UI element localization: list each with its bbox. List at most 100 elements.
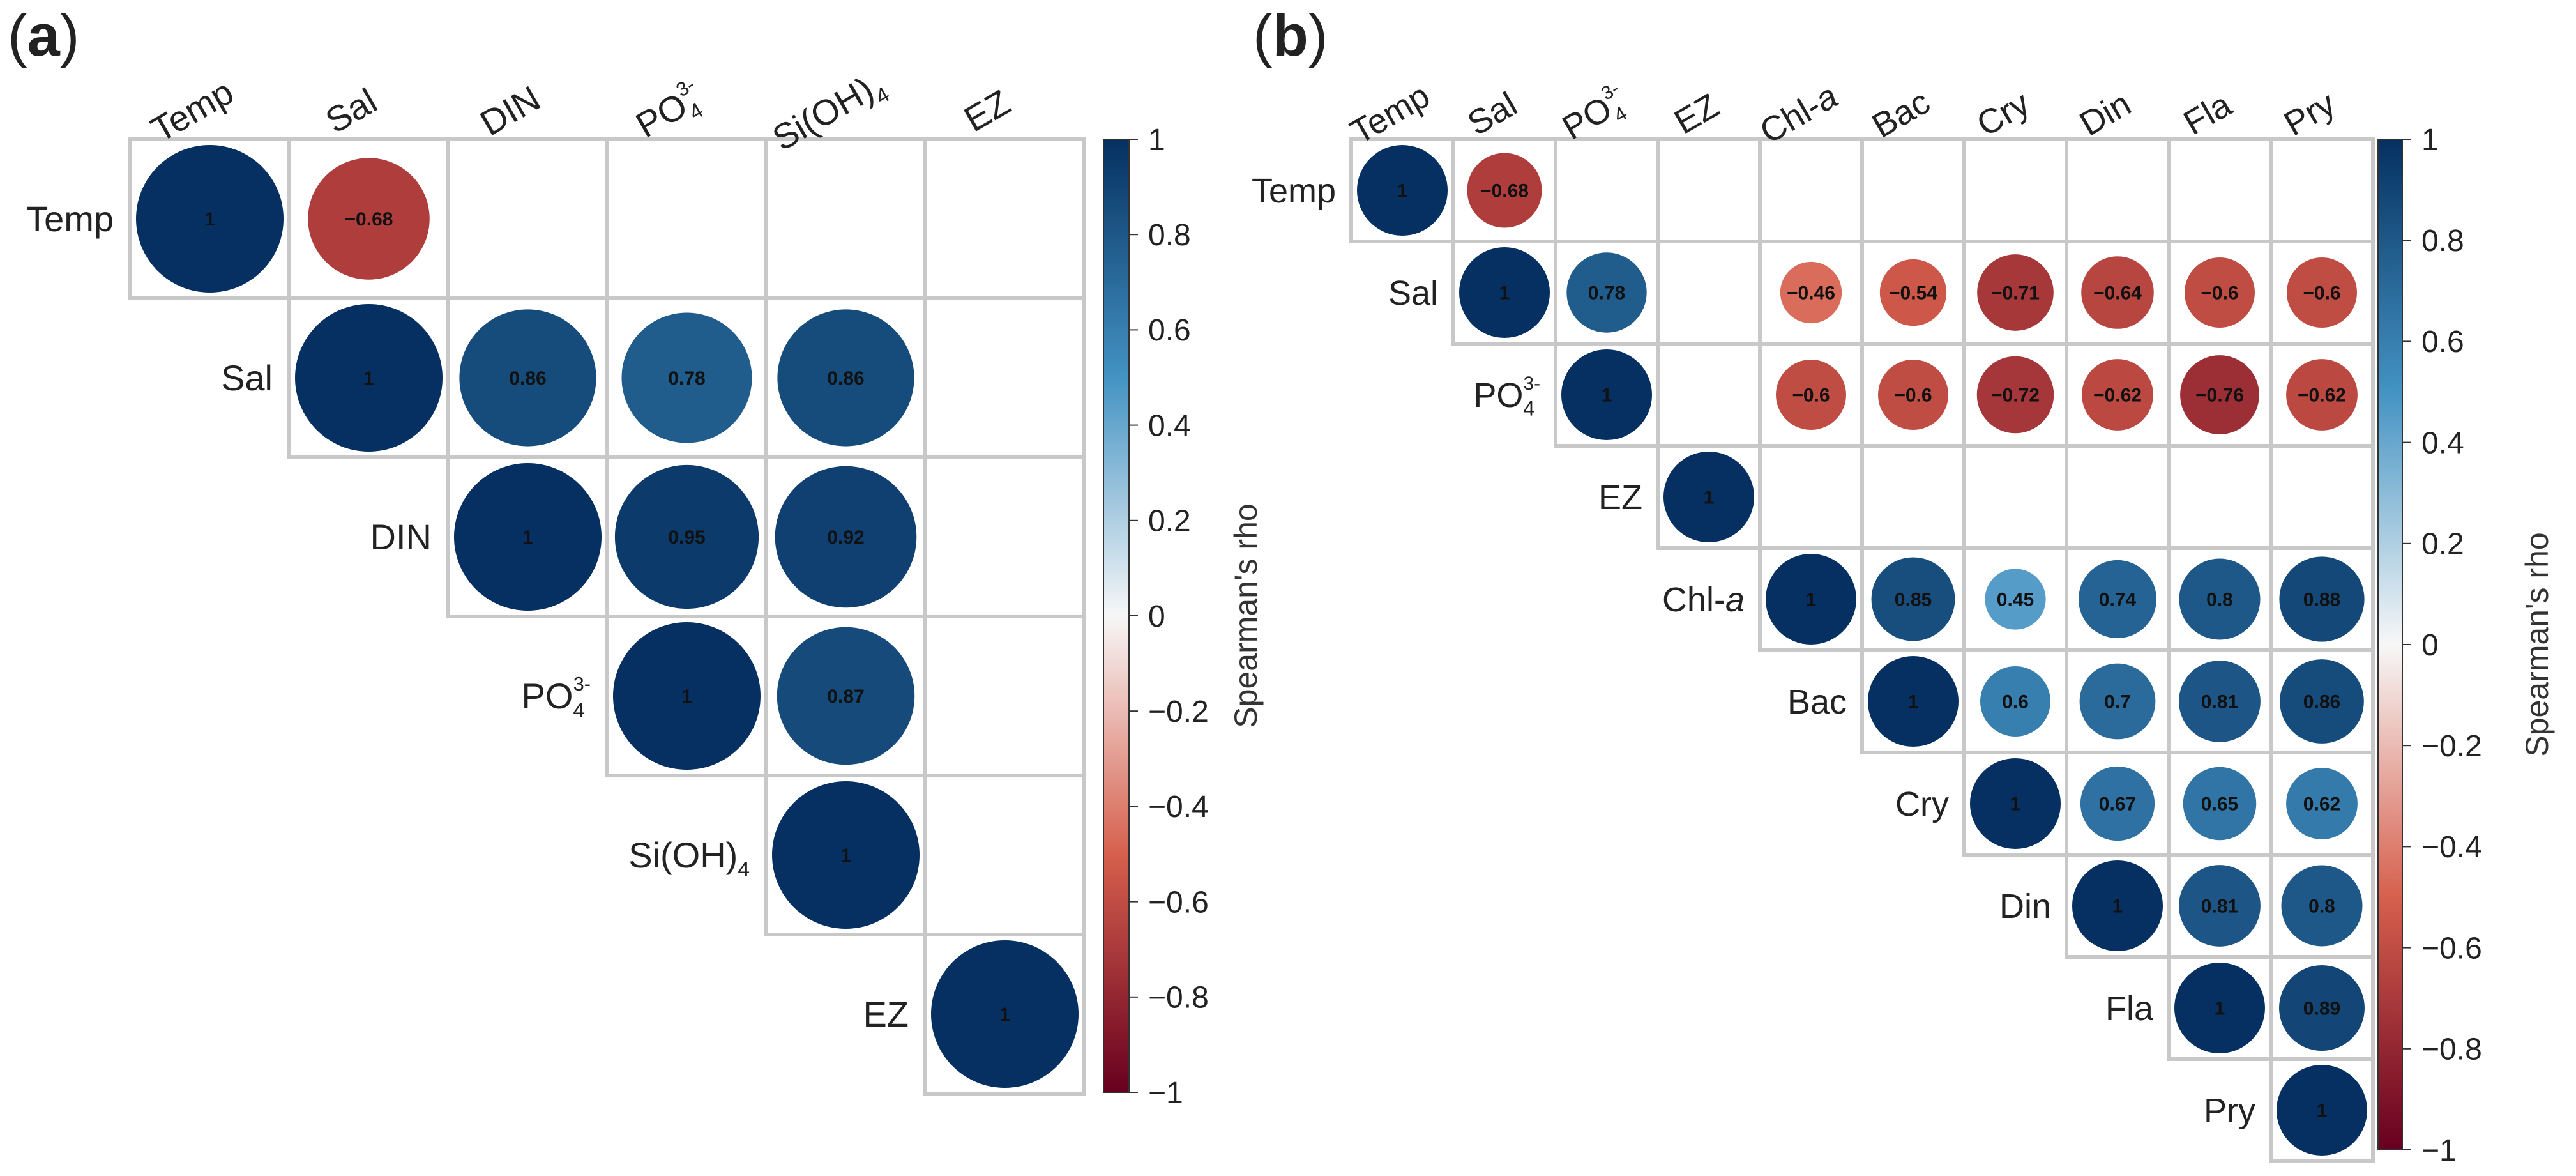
correlation-circle bbox=[621, 312, 752, 443]
correlation-circle bbox=[1566, 252, 1647, 333]
colorbar-title: Spearman's rho bbox=[2519, 532, 2555, 756]
correlation-circle bbox=[2080, 766, 2155, 841]
correlation-circle bbox=[2279, 556, 2365, 642]
column-label: Bac bbox=[1866, 82, 1937, 145]
correlation-circle bbox=[2183, 767, 2257, 841]
correlation-circle bbox=[459, 309, 596, 447]
column-label: EZ bbox=[957, 82, 1017, 139]
correlation-circle bbox=[2179, 558, 2261, 640]
grid-cell bbox=[1860, 137, 1966, 243]
colorbar-tick-label: −1 bbox=[1148, 1076, 1183, 1110]
colorbar-tick-label: 0.8 bbox=[1148, 218, 1191, 252]
colorbar-tick-label: 0 bbox=[2421, 629, 2439, 662]
colorbar bbox=[1103, 139, 1130, 1093]
correlation-value-label: 0.81 bbox=[2201, 896, 2238, 917]
correlation-value-label: 0.78 bbox=[1588, 283, 1625, 304]
colorbar-tick-label: 0.6 bbox=[2421, 325, 2464, 359]
correlation-circle bbox=[1977, 254, 2054, 331]
grid-cell bbox=[2167, 444, 2273, 550]
correlation-value-label: 1 bbox=[2112, 896, 2123, 917]
grid-cell bbox=[1860, 444, 1966, 550]
row-label: Cry bbox=[1895, 785, 1949, 823]
correlation-circle bbox=[1561, 349, 1652, 440]
row-label: Sal bbox=[1388, 274, 1438, 312]
correlation-value-label: 0.89 bbox=[2303, 998, 2340, 1019]
correlation-value-label: 1 bbox=[1499, 283, 1510, 304]
column-label: Pry bbox=[2278, 84, 2342, 143]
grid-cell bbox=[1554, 137, 1660, 243]
colorbar-tick-label: 0.2 bbox=[2421, 528, 2464, 561]
correlation-circle bbox=[1780, 261, 1842, 324]
correlation-circle bbox=[1879, 259, 1947, 326]
correlation-circle bbox=[1766, 554, 1856, 645]
correlation-circle bbox=[2082, 359, 2153, 431]
colorbar-tick-label: −0.8 bbox=[2421, 1033, 2482, 1067]
row-label: PO43- bbox=[521, 673, 591, 722]
correlation-circle bbox=[1970, 758, 2061, 849]
correlation-circle bbox=[2280, 659, 2364, 744]
correlation-value-label: 0.67 bbox=[2099, 794, 2136, 815]
colorbar-tick-label: 0 bbox=[1148, 600, 1165, 634]
correlation-circle bbox=[1980, 666, 2050, 737]
correlation-value-label: −0.76 bbox=[2195, 385, 2244, 406]
correlation-circle bbox=[2180, 355, 2259, 434]
correlation-circle bbox=[1459, 247, 1550, 338]
grid-cell bbox=[2167, 137, 2273, 243]
row-label: Temp bbox=[26, 199, 114, 239]
colorbar-tick-label: −0.2 bbox=[2421, 729, 2482, 763]
column-label: Fla bbox=[2178, 85, 2239, 142]
correlation-circle bbox=[1467, 153, 1542, 228]
grid-cell bbox=[923, 137, 1086, 300]
colorbar-tick-label: −1 bbox=[2421, 1134, 2457, 1168]
correlation-value-label: 0.6 bbox=[2002, 692, 2029, 713]
grid-cell bbox=[2269, 137, 2375, 243]
column-label: Sal bbox=[1461, 85, 1524, 143]
correlation-circle bbox=[2174, 963, 2265, 1053]
correlation-circle bbox=[308, 158, 430, 280]
correlation-circle bbox=[2072, 860, 2163, 951]
panel-a-group: Temp Sal DIN PO43- Si(OH)4 EZTempSalDINPO43-S… bbox=[26, 69, 1264, 1110]
correlation-value-label: −0.6 bbox=[2201, 283, 2238, 304]
correlation-circle bbox=[775, 466, 917, 608]
correlation-value-label: 1 bbox=[2010, 794, 2021, 815]
correlation-circle bbox=[614, 464, 759, 609]
grid-cell bbox=[1962, 444, 2068, 550]
column-label: Sal bbox=[319, 80, 384, 141]
grid-cell bbox=[923, 455, 1086, 618]
correlation-value-label: −0.62 bbox=[2093, 385, 2142, 406]
correlation-circle bbox=[2185, 257, 2255, 328]
correlation-value-label: 0.92 bbox=[827, 527, 864, 548]
correlation-value-label: 0.86 bbox=[827, 368, 864, 389]
correlation-value-label: −0.6 bbox=[1894, 385, 1932, 406]
colorbar-tick-label: 0.4 bbox=[2421, 426, 2464, 460]
correlation-value-label: 1 bbox=[1397, 181, 1408, 202]
correlation-value-label: 1 bbox=[1704, 487, 1715, 508]
colorbar-title: Spearman's rho bbox=[1228, 503, 1264, 728]
correlation-value-label: 0.45 bbox=[1997, 590, 2034, 611]
colorbar-tick-label: −0.2 bbox=[1148, 695, 1209, 729]
correlation-value-label: −0.6 bbox=[1792, 385, 1830, 406]
colorbar-tick-label: −0.8 bbox=[1148, 981, 1209, 1015]
column-label: Din bbox=[2073, 84, 2137, 143]
correlation-value-label: −0.62 bbox=[2298, 385, 2346, 406]
correlation-value-label: −0.72 bbox=[1991, 385, 2040, 406]
colorbar-tick-label: −0.6 bbox=[1148, 885, 1209, 919]
correlation-circle bbox=[2281, 865, 2363, 947]
grid-cell bbox=[1962, 137, 2068, 243]
correlation-value-label: 1 bbox=[2215, 998, 2225, 1019]
colorbar-tick-label: −0.4 bbox=[2421, 830, 2482, 864]
correlation-value-label: −0.68 bbox=[345, 209, 393, 230]
colorbar-tick-label: 1 bbox=[1148, 123, 1165, 157]
colorbar-tick-label: 1 bbox=[2421, 123, 2439, 157]
colorbar-tick-label: −0.4 bbox=[1148, 790, 1209, 824]
correlation-value-label: 0.86 bbox=[2303, 692, 2340, 713]
correlation-value-label: 0.78 bbox=[668, 368, 705, 389]
correlation-value-label: 0.86 bbox=[509, 368, 546, 389]
correlation-value-label: 0.81 bbox=[2201, 692, 2238, 713]
column-label: EZ bbox=[1668, 86, 1725, 141]
correlation-circle bbox=[295, 304, 443, 452]
correlation-value-label: 1 bbox=[1602, 385, 1612, 406]
correlation-value-label: 0.88 bbox=[2303, 590, 2340, 611]
correlation-value-label: 1 bbox=[522, 527, 533, 548]
